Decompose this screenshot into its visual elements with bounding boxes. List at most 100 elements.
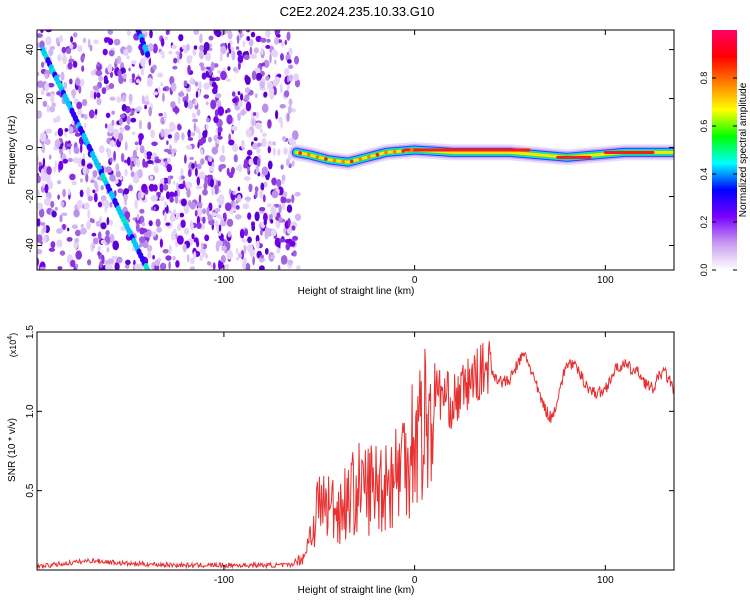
noise-speckle xyxy=(87,195,94,202)
noise-speckle xyxy=(126,156,131,166)
noise-speckle xyxy=(177,224,182,231)
noise-speckle xyxy=(73,146,80,154)
noise-speckle xyxy=(261,166,269,176)
noise-speckle xyxy=(197,163,202,170)
bottom-x-tick-label: 100 xyxy=(597,575,614,586)
noise-speckle xyxy=(191,112,197,119)
noise-speckle xyxy=(281,41,285,48)
noise-speckle xyxy=(60,71,65,81)
noise-speckle xyxy=(286,112,290,122)
noise-speckle xyxy=(93,39,99,45)
noise-speckle xyxy=(291,108,296,113)
noise-speckle xyxy=(57,127,64,137)
noise-speckle xyxy=(262,194,266,203)
noise-speckle xyxy=(219,237,224,242)
noise-speckle xyxy=(288,64,294,70)
noise-speckle xyxy=(50,200,55,208)
noise-speckle xyxy=(141,222,146,227)
noise-speckle xyxy=(228,133,232,142)
noise-speckle xyxy=(212,87,218,95)
noise-speckle xyxy=(162,92,165,102)
noise-speckle xyxy=(272,141,276,146)
noise-speckle xyxy=(178,183,185,190)
noise-speckle xyxy=(73,32,78,38)
noise-speckle xyxy=(59,34,63,43)
noise-speckle xyxy=(203,182,208,191)
noise-speckle xyxy=(56,228,63,234)
noise-speckle xyxy=(162,249,169,254)
noise-speckle xyxy=(141,183,148,193)
noise-speckle xyxy=(221,144,225,155)
noise-speckle xyxy=(287,75,290,83)
noise-speckle xyxy=(58,160,64,171)
noise-speckle xyxy=(241,238,248,243)
noise-speckle xyxy=(194,160,197,168)
colorbar-tick-label: 0.8 xyxy=(699,72,709,85)
noise-speckle xyxy=(206,174,213,179)
noise-speckle xyxy=(74,229,81,237)
noise-speckle xyxy=(233,154,238,163)
noise-speckle xyxy=(92,85,99,91)
noise-speckle xyxy=(169,214,176,223)
noise-speckle xyxy=(150,195,158,202)
noise-speckle xyxy=(44,73,48,80)
noise-speckle xyxy=(123,192,128,203)
noise-speckle xyxy=(55,37,60,45)
noise-speckle xyxy=(74,132,81,137)
noise-speckle xyxy=(149,175,154,181)
noise-speckle xyxy=(175,260,180,268)
noise-speckle xyxy=(89,218,93,223)
noise-speckle xyxy=(245,262,251,270)
noise-speckle xyxy=(100,195,107,202)
noise-speckle xyxy=(278,116,283,124)
noise-speckle xyxy=(240,109,246,116)
noise-speckle xyxy=(280,195,287,204)
noise-speckle xyxy=(231,50,236,61)
noise-speckle xyxy=(70,259,76,268)
noise-speckle xyxy=(172,255,176,261)
noise-speckle xyxy=(156,226,163,233)
noise-speckle xyxy=(206,206,210,217)
noise-speckle xyxy=(177,94,181,105)
noise-speckle xyxy=(188,55,193,61)
noise-speckle xyxy=(164,211,167,222)
noise-speckle xyxy=(278,204,282,214)
noise-speckle xyxy=(152,254,155,260)
noise-speckle xyxy=(81,65,85,72)
noise-speckle xyxy=(203,41,210,52)
noise-speckle xyxy=(180,168,184,178)
track-hotspot xyxy=(367,155,371,159)
noise-speckle xyxy=(192,118,199,123)
track-hotspot xyxy=(315,155,320,159)
noise-speckle xyxy=(241,142,244,149)
noise-speckle xyxy=(265,30,271,38)
noise-speckle xyxy=(120,67,126,75)
noise-speckle xyxy=(113,150,116,161)
noise-speckle xyxy=(228,139,235,146)
noise-speckle xyxy=(187,169,192,178)
noise-speckle xyxy=(203,82,210,90)
noise-speckle xyxy=(44,82,50,92)
noise-speckle xyxy=(148,106,152,117)
noise-speckle xyxy=(214,109,219,118)
noise-speckle xyxy=(117,188,124,194)
noise-speckle xyxy=(60,212,68,217)
noise-speckle xyxy=(187,137,194,141)
noise-speckle xyxy=(146,77,153,87)
noise-speckle xyxy=(82,37,87,44)
noise-speckle xyxy=(162,177,170,184)
noise-speckle xyxy=(287,259,294,266)
noise-speckle xyxy=(100,185,104,191)
noise-speckle xyxy=(85,173,89,183)
noise-speckle xyxy=(67,157,73,163)
noise-speckle xyxy=(42,157,46,168)
noise-speckle xyxy=(37,257,40,267)
noise-speckle xyxy=(274,59,277,65)
noise-speckle xyxy=(193,30,200,35)
noise-speckle xyxy=(221,245,227,252)
noise-speckle xyxy=(248,183,253,193)
noise-speckle xyxy=(37,202,43,210)
noise-speckle xyxy=(261,47,264,56)
noise-speckle xyxy=(267,119,272,129)
